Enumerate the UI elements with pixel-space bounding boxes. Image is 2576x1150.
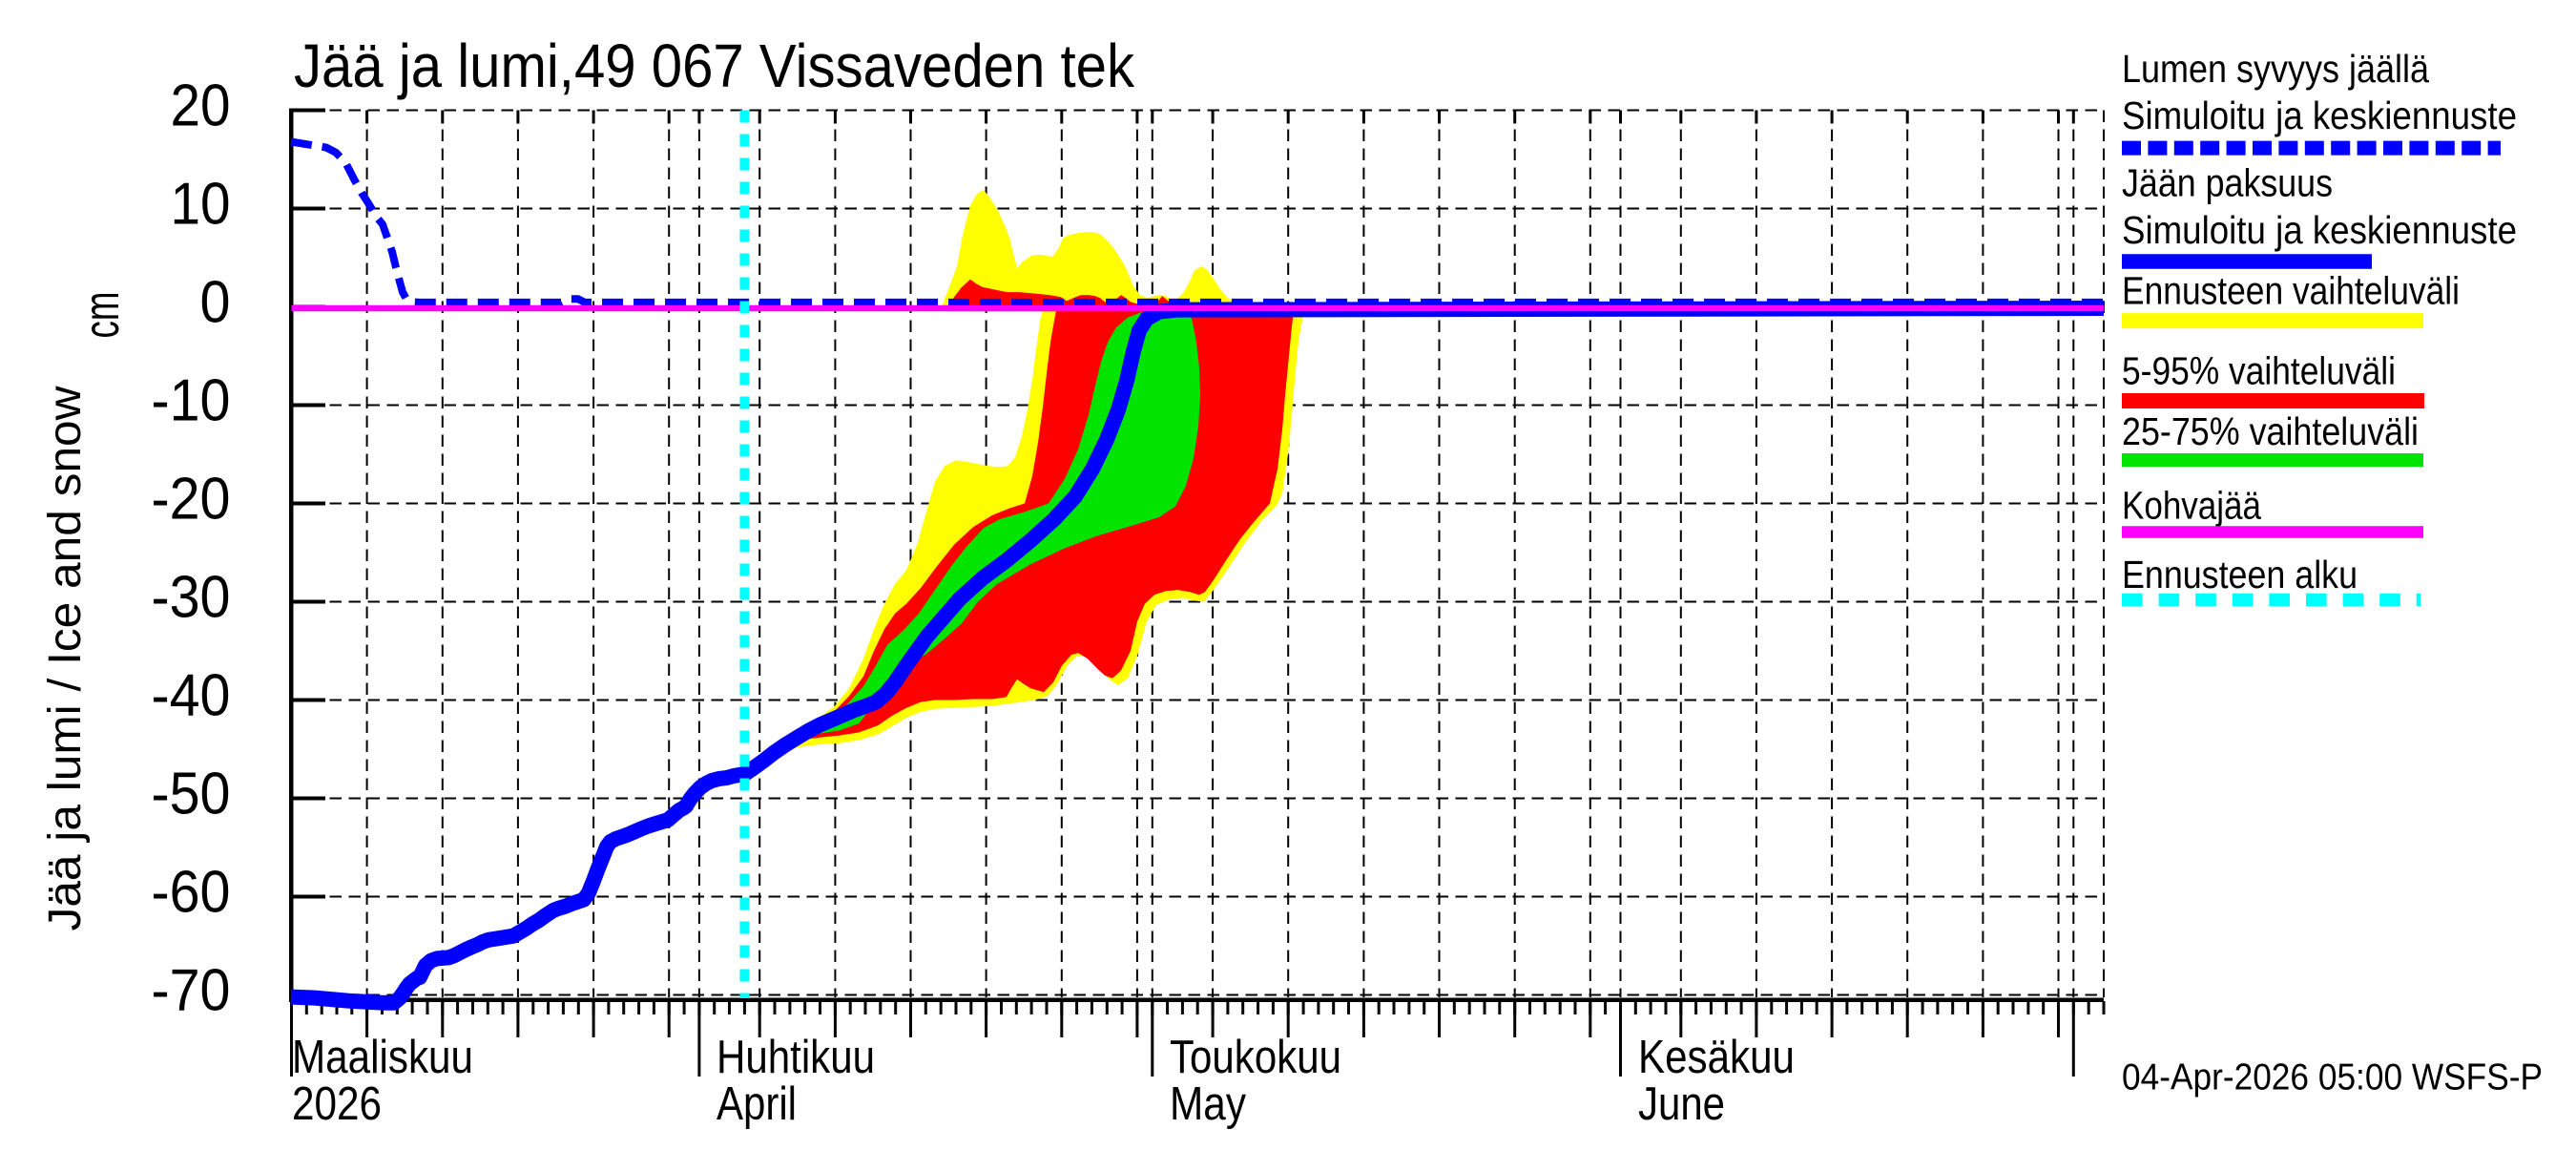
svg-text:-40: -40	[152, 663, 231, 729]
svg-text:-60: -60	[152, 860, 231, 926]
svg-text:cm: cm	[74, 292, 130, 339]
svg-text:Jää ja lumi,49 067 Vissaveden: Jää ja lumi,49 067 Vissaveden tek	[294, 31, 1135, 100]
svg-text:Ennusteen alku: Ennusteen alku	[2122, 553, 2358, 596]
svg-text:-50: -50	[152, 762, 231, 827]
svg-text:Maaliskuu: Maaliskuu	[292, 1032, 473, 1083]
svg-text:-10: -10	[152, 368, 231, 434]
svg-text:04-Apr-2026 05:00 WSFS-P: 04-Apr-2026 05:00 WSFS-P	[2122, 1057, 2543, 1098]
svg-text:Toukokuu: Toukokuu	[1170, 1032, 1341, 1083]
svg-text:-70: -70	[152, 958, 231, 1024]
svg-text:Huhtikuu: Huhtikuu	[717, 1032, 875, 1083]
svg-text:June: June	[1638, 1078, 1725, 1130]
svg-text:-20: -20	[152, 467, 231, 533]
svg-text:5-95% vaihteluväli: 5-95% vaihteluväli	[2122, 348, 2396, 392]
svg-text:20: 20	[171, 73, 231, 139]
svg-text:Kohvajää: Kohvajää	[2122, 483, 2261, 527]
svg-text:April: April	[717, 1078, 797, 1130]
svg-text:0: 0	[200, 270, 231, 336]
svg-text:Simuloitu ja keskiennuste: Simuloitu ja keskiennuste	[2122, 208, 2517, 252]
svg-text:Ennusteen vaihteluväli: Ennusteen vaihteluväli	[2122, 269, 2460, 313]
svg-text:10: 10	[171, 172, 231, 238]
svg-text:Lumen syvyys jäällä: Lumen syvyys jäällä	[2122, 47, 2429, 91]
svg-text:Kesäkuu: Kesäkuu	[1638, 1032, 1795, 1083]
svg-text:25-75% vaihteluväli: 25-75% vaihteluväli	[2122, 409, 2419, 453]
svg-text:Simuloitu ja keskiennuste: Simuloitu ja keskiennuste	[2122, 94, 2517, 137]
svg-text:May: May	[1170, 1078, 1246, 1130]
svg-text:2026: 2026	[292, 1078, 382, 1130]
svg-text:-30: -30	[152, 565, 231, 631]
svg-text:Jään paksuus: Jään paksuus	[2122, 161, 2333, 205]
svg-text:Jää ja lumi / Ice and snow: Jää ja lumi / Ice and snow	[40, 386, 91, 930]
